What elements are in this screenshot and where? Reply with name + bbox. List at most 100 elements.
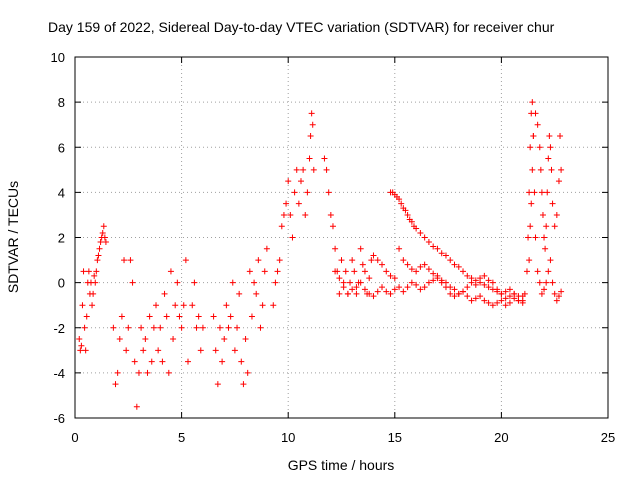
data-point [199,324,206,331]
data-point [379,284,386,291]
data-point [197,347,204,354]
data-point [515,293,522,300]
data-point [285,178,292,185]
data-point [404,261,411,268]
data-point [148,358,155,365]
data-point [180,302,187,309]
data-point [94,257,101,264]
data-point [557,132,564,139]
x-tick-label: 0 [71,430,78,445]
data-point [92,279,99,286]
data-point [83,313,90,320]
y-axis-label: SDTVAR / TECUs [5,181,21,293]
data-point [551,223,558,230]
data-point [370,293,377,300]
data-point [310,166,317,173]
data-point [347,279,354,286]
data-point [342,268,349,275]
data-point [391,275,398,282]
data-point [455,263,462,270]
data-point [97,239,104,246]
data-point [321,155,328,162]
y-tick-label: 2 [58,231,65,246]
data-point [408,218,415,225]
data-point [172,302,179,309]
data-point [400,288,407,295]
data-point [451,261,458,268]
data-point [366,275,373,282]
data-point [447,290,454,297]
data-point [538,189,545,196]
data-point [447,257,454,264]
data-point [146,313,153,320]
data-point [451,286,458,293]
data-point [308,110,315,117]
data-point [494,299,501,306]
data-point [545,155,552,162]
data-point [80,268,87,275]
data-point [408,279,415,286]
data-point [223,302,230,309]
data-point [472,295,479,302]
data-point [289,234,296,241]
data-point [417,229,424,236]
data-point [477,279,484,286]
data-point [485,277,492,284]
data-point [361,268,368,275]
data-point [417,263,424,270]
data-point [421,284,428,291]
data-point [430,243,437,250]
data-point [193,324,200,331]
data-point [534,268,541,275]
data-point [379,261,386,268]
data-point [133,403,140,410]
data-point [481,281,488,288]
data-point [100,223,107,230]
data-point [153,302,160,309]
data-point [280,211,287,218]
data-point [82,347,89,354]
data-point [498,290,505,297]
data-point [548,166,555,173]
data-point [300,166,307,173]
x-tick-label: 10 [281,430,295,445]
data-point [336,275,343,282]
data-point [138,324,145,331]
data-point [485,284,492,291]
data-point [157,324,164,331]
data-point [542,245,549,252]
data-point [489,279,496,286]
data-point [144,369,151,376]
data-point [536,144,543,151]
data-point [253,290,260,297]
data-point [257,324,264,331]
data-point [511,290,518,297]
data-point [442,284,449,291]
data-point [553,297,560,304]
data-point [165,369,172,376]
data-point [297,178,304,185]
data-point [95,252,102,259]
data-point [502,295,509,302]
data-point [261,268,268,275]
data-point [545,268,552,275]
data-point [374,257,381,264]
x-tick-label: 20 [494,430,508,445]
data-point [227,313,234,320]
data-point [430,270,437,277]
data-point [240,381,247,388]
data-point [276,257,283,264]
data-point [349,257,356,264]
data-point [142,336,149,343]
data-point [234,324,241,331]
data-point [327,211,334,218]
data-point [539,211,546,218]
data-point [121,257,128,264]
data-point [325,189,332,196]
data-point [527,144,534,151]
data-point [291,189,298,196]
data-point [361,286,368,293]
data-point [519,297,526,304]
data-point [544,189,551,196]
data-point [178,324,185,331]
